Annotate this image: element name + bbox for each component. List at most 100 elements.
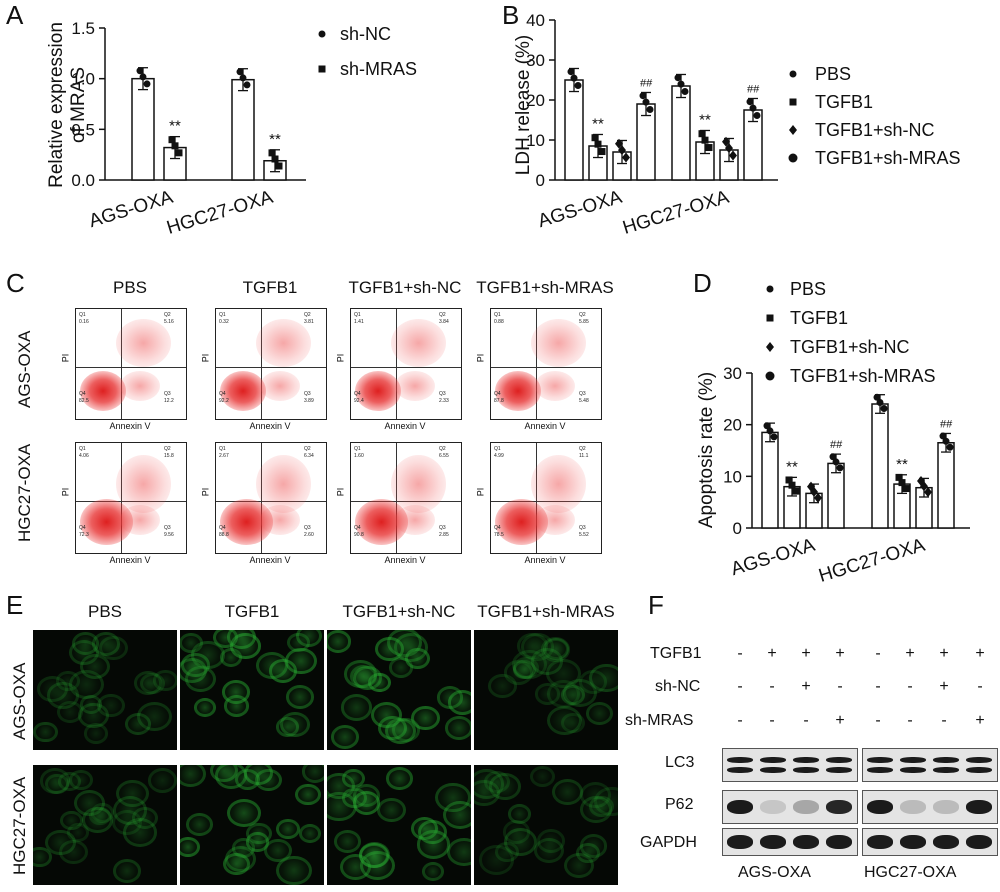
wb-band (900, 800, 926, 814)
y-tick-label: 40 (526, 11, 545, 30)
data-point (622, 152, 630, 163)
wb-sign: + (801, 678, 811, 695)
data-point (939, 432, 947, 440)
significance-label: ** (896, 456, 908, 473)
wb-band (966, 800, 992, 814)
data-point (570, 74, 578, 82)
panel-letter-b: B (502, 0, 520, 30)
cell (534, 683, 561, 705)
wb-band (900, 835, 926, 849)
cell (180, 765, 207, 788)
quadrant-value: 6.34 (304, 453, 314, 459)
cell (137, 701, 173, 731)
legend-marker (765, 371, 775, 381)
quadrant-label: Q4 (219, 391, 226, 397)
quadrant-value: 2.33 (439, 398, 449, 404)
wb-band (826, 757, 852, 763)
cell (386, 767, 413, 790)
y-axis-label: Apoptosis rate (%) (696, 372, 717, 528)
flow-x-axis-label: Annexin V (384, 421, 426, 431)
cell (59, 840, 88, 865)
data-point (788, 481, 796, 489)
legend-marker (766, 342, 774, 352)
bar (564, 79, 584, 181)
y-tick-label: 1.5 (71, 19, 95, 38)
quadrant-value: 87.8 (494, 398, 504, 404)
bar (761, 431, 779, 529)
quadrant-value: 3.84 (439, 319, 449, 325)
cell (276, 855, 312, 885)
quadrant-label: Q1 (219, 446, 226, 452)
data-point (594, 140, 602, 148)
cell (227, 798, 262, 828)
cell (90, 802, 115, 823)
flow-x-axis-label: Annexin V (249, 421, 291, 431)
wb-band (760, 800, 786, 814)
legend-label: sh-MRAS (340, 59, 417, 79)
wb-sign: - (737, 645, 743, 662)
significance-label: ** (169, 118, 181, 135)
wb-protein-label: P62 (665, 796, 694, 813)
cell (578, 669, 607, 694)
fluorescence-image (180, 630, 324, 750)
wb-band (900, 767, 926, 773)
y-tick-label: 0.0 (71, 171, 95, 190)
quadrant-label: Q3 (304, 525, 311, 531)
x-tick-label: HGC27-OXA (620, 187, 731, 239)
cell (185, 665, 216, 692)
flow-plot: Q1 4.99 Q2 11.1 Q4 78.5 Q3 5.52 (490, 442, 602, 554)
y-tick-label: 10 (526, 131, 545, 150)
flow-y-axis-label: PI (335, 487, 346, 497)
wb-band (826, 835, 852, 849)
quadrant-value: 88.8 (219, 532, 229, 538)
fluorescence-image (474, 765, 618, 885)
x-tick-label: AGS-OXA (536, 187, 625, 232)
data-point (836, 464, 844, 472)
wb-sign: + (801, 645, 811, 662)
data-point (876, 399, 884, 407)
cell (286, 632, 310, 653)
wb-sign: + (835, 645, 845, 662)
data-point (880, 404, 888, 412)
quadrant-label: Q3 (304, 391, 311, 397)
data-point (268, 149, 276, 157)
cell (295, 783, 321, 806)
cell (299, 823, 322, 843)
x-tick-label: HGC27-OXA (164, 187, 275, 239)
legend-label: PBS (815, 64, 851, 84)
wb-band (826, 767, 852, 773)
legend-marker (789, 70, 797, 78)
quadrant-label: Q2 (304, 446, 311, 452)
wb-protein-label: LC3 (665, 754, 695, 771)
cell (263, 838, 292, 863)
y-tick-label: 0 (733, 519, 742, 538)
wb-blot-strip (862, 790, 998, 824)
data-point (239, 74, 247, 82)
flow-x-axis-label: Annexin V (384, 555, 426, 565)
legend-marker (766, 285, 774, 293)
data-point (770, 433, 778, 441)
wb-band (933, 757, 959, 763)
quadrant-label: Q4 (219, 525, 226, 531)
cell (551, 779, 583, 806)
data-point (677, 80, 685, 88)
cell (478, 844, 515, 875)
cell (59, 810, 83, 831)
wb-sign: + (767, 645, 777, 662)
cell (576, 843, 600, 864)
cell (68, 669, 104, 700)
cell (147, 768, 177, 793)
bar (131, 77, 155, 181)
cell (341, 768, 365, 789)
wb-sign: + (975, 712, 985, 729)
wb-sign: + (835, 712, 845, 729)
quadrant-value: 92.2 (219, 398, 229, 404)
cell (349, 664, 378, 688)
cell (533, 838, 564, 864)
cell (529, 765, 556, 788)
data-point (924, 487, 932, 498)
flow-x-axis-label: Annexin V (524, 421, 566, 431)
cell (212, 630, 238, 648)
quadrant-label: Q2 (439, 446, 446, 452)
x-tick-label: HGC27-OXA (816, 535, 927, 587)
